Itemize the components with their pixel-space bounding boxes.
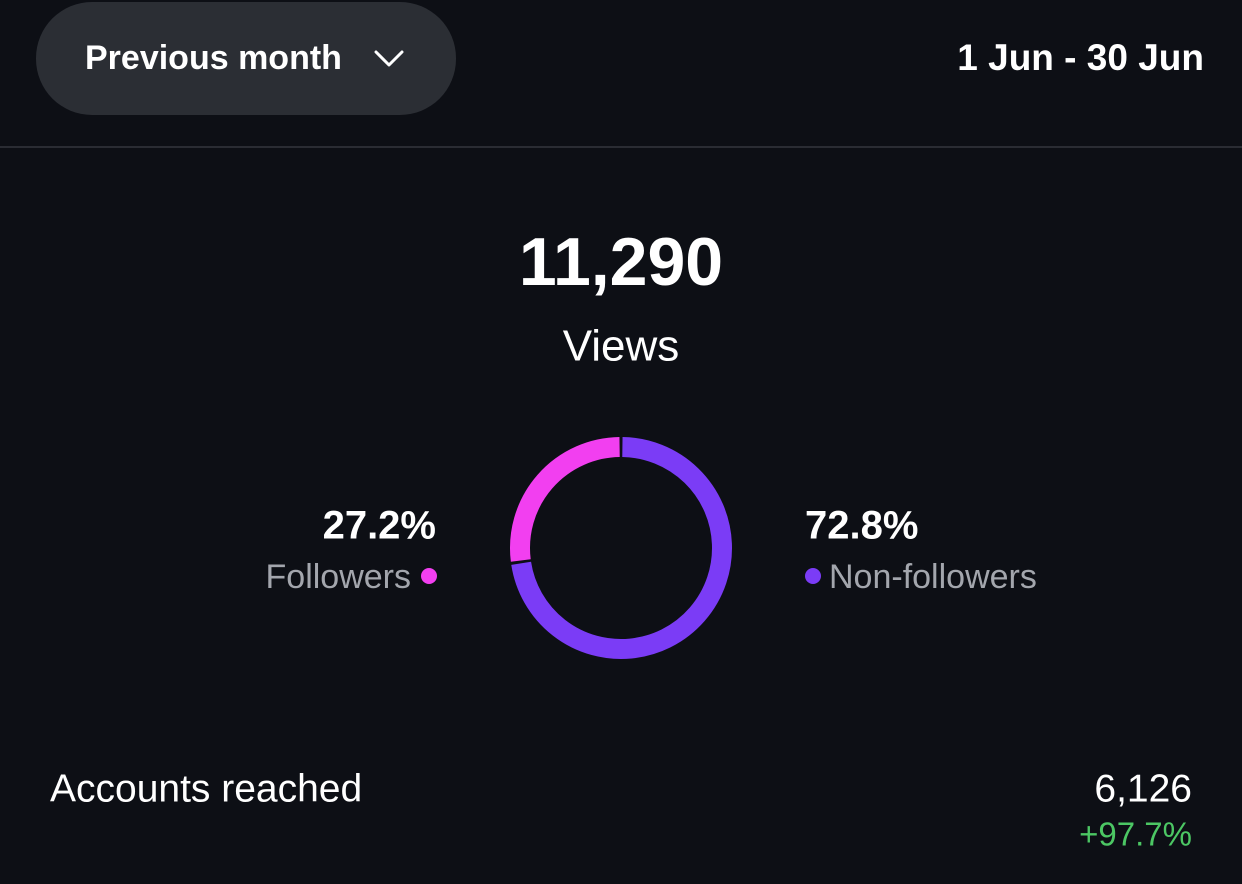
metric-change: +97.7% (1079, 816, 1192, 853)
period-button[interactable] (36, 2, 456, 115)
non-followers-percent: 72.8% (805, 504, 918, 548)
non-followers-label: Non-followers (829, 558, 1037, 596)
metric-label: Accounts reached (50, 767, 362, 810)
views-value: 11,290 (519, 224, 723, 300)
legend-dot (805, 568, 821, 584)
date-range: 1 Jun - 30 Jun (957, 37, 1204, 78)
views-label: Views (563, 322, 680, 371)
donut-chart (510, 437, 732, 659)
donut-segment (510, 437, 620, 562)
followers-label: Followers (266, 558, 411, 596)
period-label[interactable]: Previous month (85, 39, 342, 77)
legend-dot (421, 568, 437, 584)
metric-value: 6,126 (1094, 767, 1192, 810)
donut-segment (511, 437, 732, 659)
chevron-icon[interactable] (374, 50, 404, 67)
followers-percent: 27.2% (323, 504, 436, 548)
